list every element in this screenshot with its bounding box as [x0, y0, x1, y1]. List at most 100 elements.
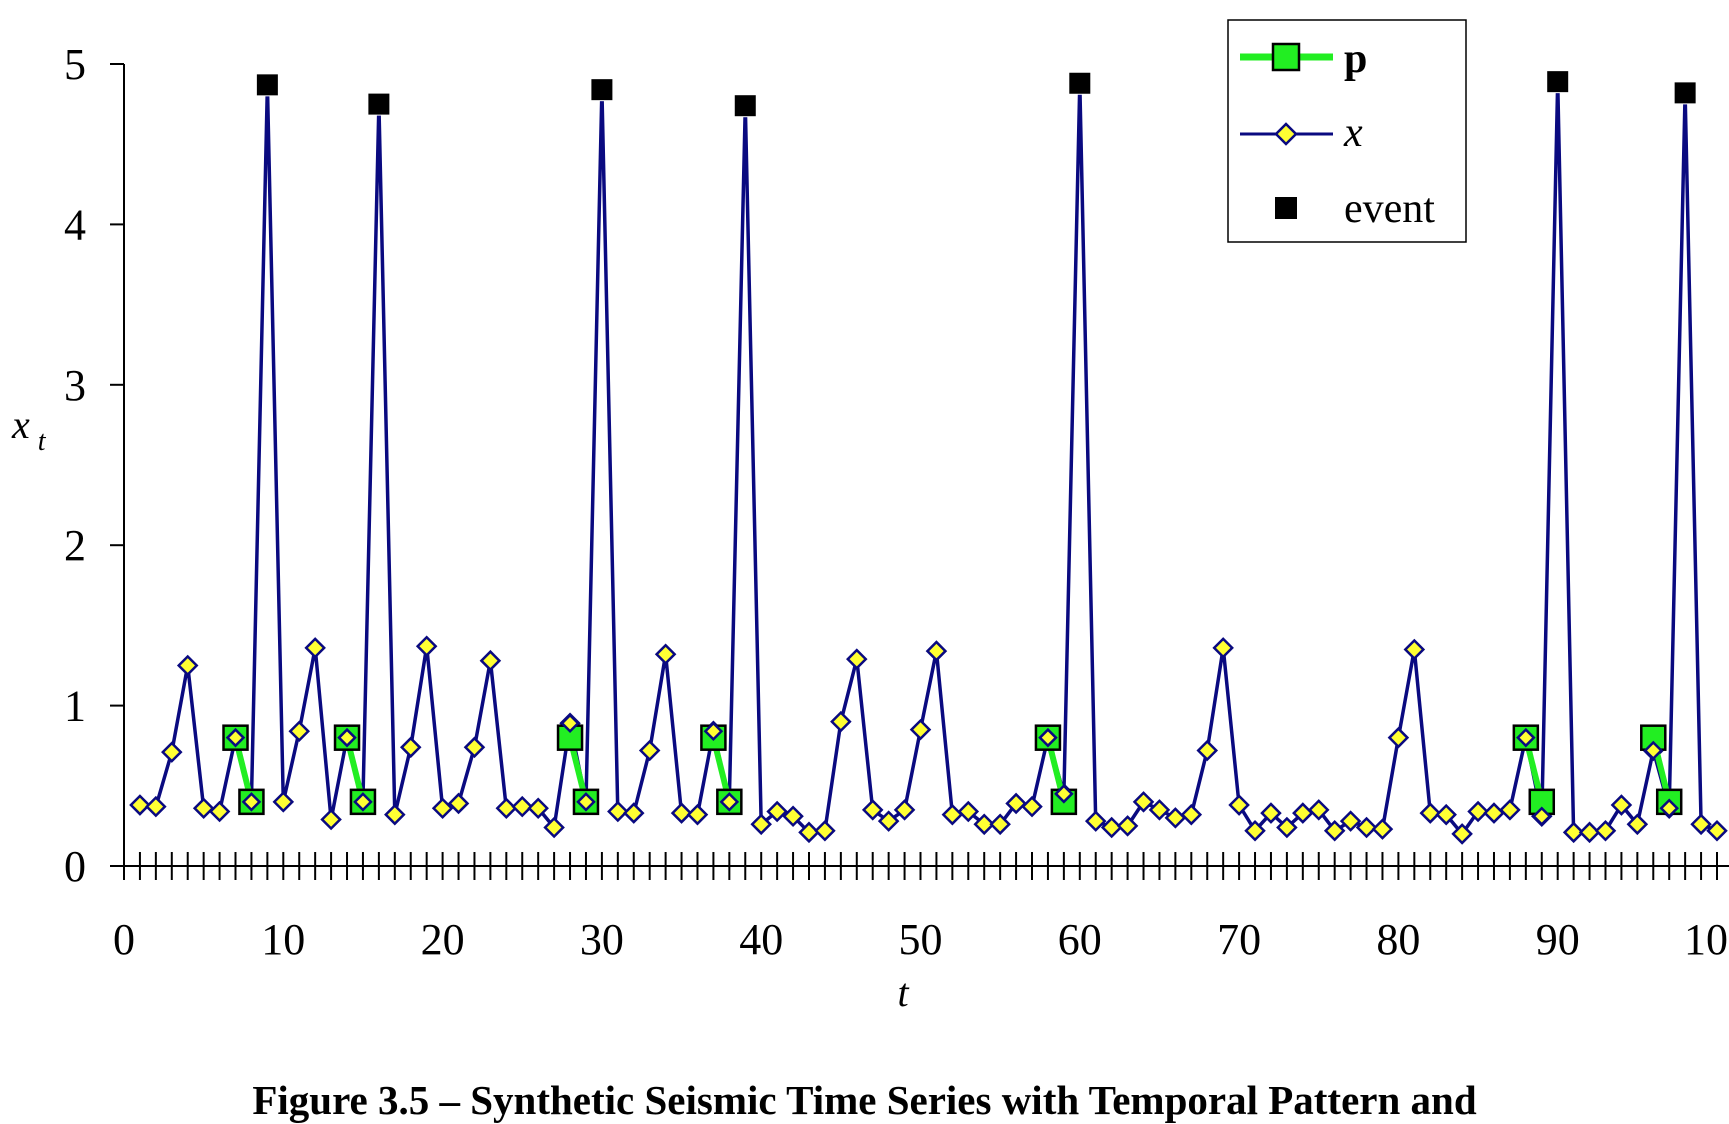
series-x-point — [1116, 815, 1139, 837]
series-x-point — [415, 635, 438, 658]
x-tick-label: 70 — [1217, 915, 1261, 964]
series-p — [222, 713, 1683, 827]
series-x-point — [208, 800, 231, 823]
series-x-point — [1196, 739, 1219, 762]
series-x-point — [1260, 802, 1282, 824]
series-x-point — [1244, 819, 1266, 842]
series-x-point — [989, 813, 1011, 836]
legend-event-marker — [1275, 197, 1297, 219]
y-tick-label: 1 — [64, 682, 86, 731]
series-x-point — [670, 802, 693, 824]
legend-event-label: event — [1344, 186, 1435, 232]
legend-p-label: p — [1344, 36, 1367, 82]
series-x-point — [161, 741, 183, 763]
series-x-point — [145, 795, 167, 818]
series-x-point — [1276, 816, 1298, 839]
series-x-point — [431, 797, 454, 820]
series-x-point — [447, 792, 470, 815]
series-event-point — [367, 92, 391, 116]
legend: p x event — [1227, 19, 1467, 243]
series-x-point — [846, 648, 868, 670]
series-x-point — [1228, 794, 1250, 816]
x-tick-label: 40 — [739, 915, 783, 964]
series-x-point — [782, 805, 804, 828]
series-x-point-overlay — [703, 721, 724, 742]
series-x-point — [1100, 816, 1123, 839]
series-x-point — [830, 710, 852, 733]
series-x-point-overlay — [1532, 806, 1552, 827]
series-x-point — [607, 800, 629, 823]
series-x-point — [1307, 799, 1330, 821]
series-x-point — [1483, 802, 1505, 824]
series-event — [255, 70, 1697, 118]
y-tick-label: 5 — [64, 40, 86, 89]
x-axis-title: t — [897, 970, 909, 1015]
series-x-point — [973, 813, 995, 836]
series-x-point — [877, 810, 900, 832]
series-x-point — [622, 802, 645, 824]
series-x-point — [1339, 810, 1362, 832]
x-tick-label: 50 — [899, 915, 943, 964]
series-x-point — [750, 813, 772, 836]
series-x-point — [1419, 802, 1442, 824]
series-x-point — [399, 736, 422, 759]
x-tick-label: 90 — [1536, 915, 1580, 964]
series-x-point — [495, 797, 518, 820]
series-x-point — [1403, 638, 1426, 661]
series-x-point — [1499, 799, 1521, 821]
series-x-point-overlay — [1659, 798, 1679, 819]
legend-p-marker — [1271, 42, 1301, 72]
series-x-point — [272, 791, 295, 813]
series-x-point — [1594, 819, 1617, 842]
figure-caption: Figure 3.5 – Synthetic Seismic Time Seri… — [252, 1077, 1477, 1123]
series-x-point — [384, 803, 406, 826]
y-axis-label: x — [11, 402, 30, 447]
series-x-point — [511, 795, 534, 818]
series-event-point — [1673, 81, 1697, 105]
series-x-point — [527, 797, 549, 820]
series-x-point — [686, 803, 709, 826]
y-tick-label: 4 — [64, 200, 86, 249]
series-x-point-overlay — [560, 713, 580, 734]
series-x-point — [654, 643, 677, 666]
series-x-point — [1387, 726, 1410, 749]
y-tick-label: 2 — [64, 521, 86, 570]
series-x-point — [479, 649, 502, 672]
y-tick-label: 0 — [64, 842, 86, 891]
x-tick-label: 100 — [1684, 915, 1729, 964]
series-x-point — [798, 821, 820, 844]
series-x-point — [1212, 637, 1234, 659]
series-x-point — [176, 654, 199, 677]
series-x-point — [638, 739, 661, 762]
series-x-point — [1323, 819, 1346, 842]
series-x-line — [139, 79, 1718, 836]
series-x-point — [304, 637, 326, 659]
legend-x-marker — [1274, 122, 1298, 146]
series-x-point — [1451, 823, 1473, 845]
series-x-point — [1578, 821, 1601, 844]
series-x-point-overlay — [241, 792, 262, 812]
legend-x-label: x — [1343, 110, 1363, 156]
series-x-point — [1084, 810, 1107, 832]
series-x-point — [1021, 795, 1043, 818]
x-tick-label: 20 — [421, 915, 465, 964]
y-axis-subscript: t — [38, 426, 47, 457]
axes: 0123450102030405060708090100 — [64, 40, 1729, 964]
series-x-point — [192, 797, 215, 820]
series-x — [129, 70, 1728, 845]
x-tick-label: 30 — [580, 915, 624, 964]
series-x-point-overlay — [1038, 727, 1058, 748]
series-x-point — [861, 799, 884, 821]
series-x-point — [1164, 807, 1187, 829]
series-event-point — [733, 94, 757, 118]
series-x-point-overlay — [353, 792, 373, 812]
series-event-point — [590, 78, 614, 102]
x-tick-label: 0 — [113, 915, 135, 964]
series-x-point-overlay — [1054, 784, 1074, 804]
series-x-point — [893, 799, 916, 821]
series-x-point — [1371, 818, 1394, 840]
x-tick-label: 80 — [1376, 915, 1420, 964]
y-tick-label: 3 — [64, 361, 86, 410]
